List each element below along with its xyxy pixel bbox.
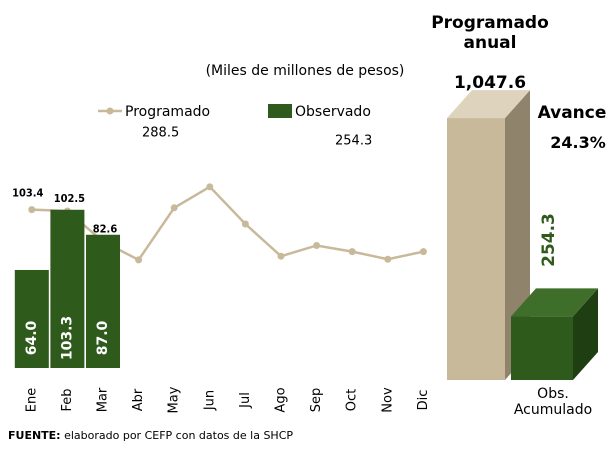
bar-value-label: 64.0 [24, 320, 40, 355]
bar [50, 209, 85, 368]
category-label: Obs. Acumulado [513, 386, 593, 419]
bar [86, 234, 120, 368]
x-tick-label: Sep [309, 388, 324, 413]
x-tick-label: Ene [24, 388, 39, 412]
bar [14, 269, 49, 368]
line-point [28, 206, 36, 214]
x-tick-label: Mar [96, 387, 111, 412]
source-text: elaborado por CEFP con datos de la SHCP [64, 429, 294, 442]
legend-marker [106, 107, 114, 115]
x-tick-label: Nov [380, 387, 395, 413]
bar-top [447, 90, 530, 119]
line-value-label: 103.4 [12, 187, 43, 200]
line-point [135, 256, 143, 264]
value-label: 1,047.6 [453, 73, 527, 93]
line-point [419, 248, 427, 256]
bar [447, 118, 505, 380]
legend-label: Programado [125, 104, 210, 120]
x-tick-label: Jul [238, 392, 253, 409]
bar-top [511, 288, 598, 317]
subtitle: (Miles de millones de pesos) [205, 63, 405, 79]
line-point [241, 220, 249, 228]
source-label: FUENTE: [8, 429, 61, 442]
x-tick-label: Oct [345, 389, 360, 411]
legend-swatch [268, 104, 292, 118]
x-tick-label: Dic [416, 390, 431, 411]
value-label: 254.3 [539, 213, 559, 267]
line-value-label: 102.5 [54, 192, 85, 205]
annotation-value: 24.3% [550, 133, 606, 152]
source: FUENTE: elaborado por CEFP con datos de … [8, 429, 428, 443]
line-value-label: 82.6 [93, 222, 118, 235]
x-tick-label: May [167, 386, 182, 413]
legend-total: 254.3 [335, 134, 372, 149]
bar-value-label: 87.0 [95, 320, 111, 355]
line-point [206, 183, 214, 191]
x-tick-label: Ago [274, 387, 289, 412]
line-point [313, 241, 321, 249]
line-point [170, 204, 178, 212]
x-tick-label: Feb [60, 388, 75, 411]
x-tick-label: Abr [131, 388, 146, 411]
annotation-label: Avance [537, 103, 607, 123]
legend-label: Observado [295, 104, 371, 120]
legend-total: 288.5 [142, 126, 179, 141]
bar-value-label: 103.3 [59, 316, 75, 360]
bar-side [573, 288, 598, 380]
bar [511, 316, 573, 380]
line-point [277, 252, 285, 260]
category-label: Programado anual [431, 13, 549, 53]
line-point [348, 248, 356, 256]
line-point [384, 255, 392, 263]
x-tick-label: Jun [202, 390, 217, 411]
